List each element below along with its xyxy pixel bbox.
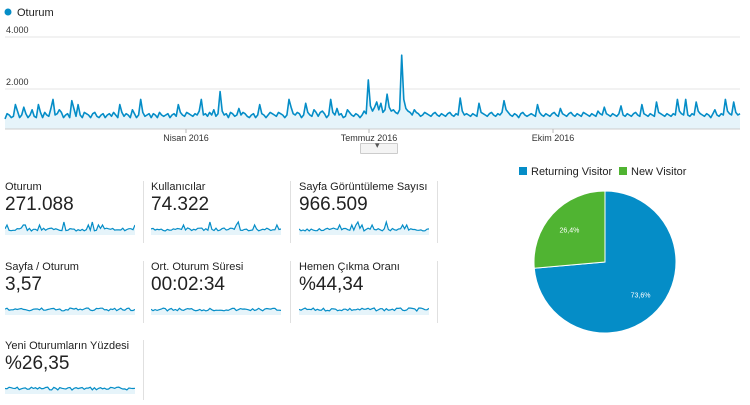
y-tick-4000: 4.000 xyxy=(6,25,29,35)
sparkline-line xyxy=(5,386,135,391)
legend-swatch-new-visitor xyxy=(619,167,627,175)
metric-value: %44,34 xyxy=(299,274,364,295)
sparkline xyxy=(151,307,281,315)
x-label-temmuz-2016: Temmuz 2016 xyxy=(341,133,398,143)
metric-divider xyxy=(437,261,438,323)
visitor-type-pie-chart: Returning Visitor New Visitor 73,6% 26,4… xyxy=(519,166,687,334)
pie-label-returning-visitor: 73,6% xyxy=(631,293,651,300)
metric-value: 966.509 xyxy=(299,194,368,215)
x-label-ekim-2016: Ekim 2016 xyxy=(532,133,575,143)
metric-label: Hemen Çıkma Oranı xyxy=(299,261,400,273)
legend-label-oturum[interactable]: Oturum xyxy=(17,7,54,19)
sparkline-fill xyxy=(5,308,135,315)
metric-label: Sayfa Görüntüleme Sayısı xyxy=(299,181,428,193)
metric-value: 3,57 xyxy=(5,274,42,295)
pie-slice-new-visitor[interactable] xyxy=(533,190,606,269)
sparkline xyxy=(299,307,429,315)
sparkline xyxy=(5,386,135,394)
sparkline xyxy=(5,307,135,315)
metric-divider xyxy=(290,261,291,323)
metric-label: Sayfa / Oturum xyxy=(5,261,79,273)
sparkline-line xyxy=(299,219,429,232)
sparkline-line xyxy=(151,220,281,232)
sparkline-line xyxy=(151,307,281,312)
metric-label: Oturum xyxy=(5,181,42,193)
sparkline xyxy=(299,219,429,235)
metric-divider xyxy=(143,340,144,400)
sparkline-line xyxy=(5,221,135,233)
sessions-timeline-chart: Oturum 4.000 2.000 Nisan 2016 Temmuz 201… xyxy=(4,7,741,143)
sparkline-fill xyxy=(299,222,429,235)
metric-kullanicilar[interactable]: Kullanıcılar 74.322 xyxy=(151,181,283,245)
legend-marker-oturum xyxy=(4,8,12,16)
sparkline-fill xyxy=(299,308,429,315)
legend-label-new-visitor[interactable]: New Visitor xyxy=(631,166,687,178)
metric-value: 271.088 xyxy=(5,194,74,215)
metric-divider xyxy=(290,181,291,243)
legend-label-returning-visitor[interactable]: Returning Visitor xyxy=(531,166,612,178)
sessions-line[interactable] xyxy=(4,54,741,120)
sparkline-line xyxy=(5,307,135,312)
metric-ort-oturum-suresi[interactable]: Ort. Oturum Süresi 00:02:34 xyxy=(151,261,283,325)
metric-label: Ort. Oturum Süresi xyxy=(151,261,244,273)
metric-yeni-oturumlarin-yuzdesi[interactable]: Yeni Oturumların Yüzdesi %26,35 xyxy=(5,340,137,404)
metric-hemen-cikma-orani[interactable]: Hemen Çıkma Oranı %44,34 xyxy=(299,261,431,325)
metric-divider xyxy=(143,261,144,323)
metric-divider xyxy=(437,181,438,243)
pie-label-new-visitor: 26,4% xyxy=(559,227,579,234)
metric-divider xyxy=(143,181,144,243)
metric-sayfa-goruntuleme-sayisi[interactable]: Sayfa Görüntüleme Sayısı 966.509 xyxy=(299,181,431,245)
y-tick-2000: 2.000 xyxy=(6,77,29,87)
sessions-area-fill xyxy=(5,55,740,130)
metric-value: 00:02:34 xyxy=(151,274,225,295)
legend-swatch-returning-visitor xyxy=(519,167,527,175)
sparkline xyxy=(151,220,281,235)
x-label-nisan-2016: Nisan 2016 xyxy=(163,133,209,143)
metric-value: 74.322 xyxy=(151,194,210,215)
chart-collapse-toggle[interactable]: ▾ xyxy=(360,140,398,154)
metric-oturum[interactable]: Oturum 271.088 xyxy=(5,181,137,245)
sparkline-line xyxy=(299,307,429,312)
caret-down-icon: ▾ xyxy=(375,140,380,150)
metric-sayfa-oturum[interactable]: Sayfa / Oturum 3,57 xyxy=(5,261,137,325)
metric-label: Kullanıcılar xyxy=(151,181,206,193)
sparkline xyxy=(5,221,135,235)
metric-label: Yeni Oturumların Yüzdesi xyxy=(5,340,130,352)
metric-value: %26,35 xyxy=(5,353,70,374)
